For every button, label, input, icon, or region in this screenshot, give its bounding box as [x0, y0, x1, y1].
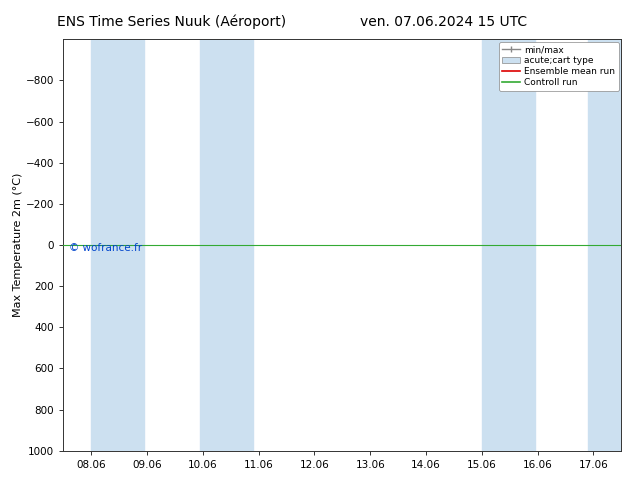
Text: ven. 07.06.2024 15 UTC: ven. 07.06.2024 15 UTC — [360, 15, 527, 29]
Bar — [91, 39, 145, 451]
Text: © wofrance.fr: © wofrance.fr — [69, 243, 142, 253]
Legend: min/max, acute;cart type, Ensemble mean run, Controll run: min/max, acute;cart type, Ensemble mean … — [499, 42, 619, 91]
Y-axis label: Max Temperature 2m (°C): Max Temperature 2m (°C) — [13, 173, 23, 317]
Bar — [200, 39, 253, 451]
Bar — [482, 39, 535, 451]
Bar — [588, 39, 621, 451]
Text: ENS Time Series Nuuk (Aéroport): ENS Time Series Nuuk (Aéroport) — [56, 15, 286, 29]
